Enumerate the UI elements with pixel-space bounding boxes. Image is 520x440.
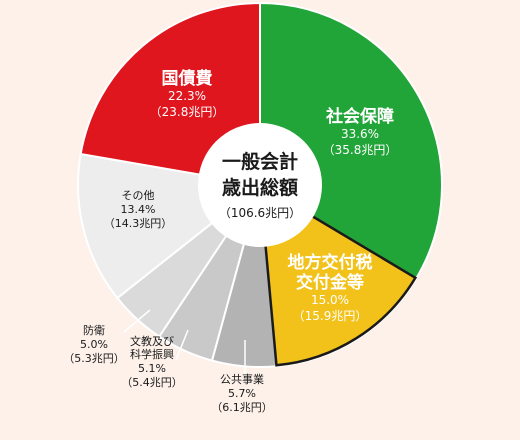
slice-label-social-security-name-0: 社会保障 [325,106,394,127]
slice-outline-local-allocation-tax [258,182,418,367]
slice-label-public-works-percent: 5.7% [228,387,256,400]
slice-label-public-works-name-0: 公共事業 [220,373,264,386]
slice-label-social-security-amount: （35.8兆円） [323,143,398,157]
center-label-line1: 一般会計 [222,150,298,173]
slice-label-other-percent: 13.4% [121,203,156,216]
slice-label-public-works-amount: （6.1兆円） [211,401,273,414]
slice-label-national-debt-percent: 22.3% [168,89,206,103]
slice-label-defense-name-0: 防衛 [83,323,105,337]
leader-line-defense [123,309,151,333]
slice-label-education-science-name-0: 文教及び [130,334,174,348]
leader-lines [123,309,246,378]
slice-label-local-allocation-tax-name-0: 地方交付税 [288,252,373,273]
slice-label-education-science-percent: 5.1% [138,362,166,375]
leader-line-education-science [175,329,189,361]
slice-label-other-name-0: その他 [122,189,155,202]
slice-label-local-allocation-tax-name-1: 交付金等 [296,272,364,293]
slice-label-other-amount: （14.3兆円） [104,217,173,230]
slice-label-defense-percent: 5.0% [80,338,108,351]
center-label-total: （106.6兆円） [219,206,301,220]
slice-label-local-allocation-tax-amount: （15.9兆円） [293,309,368,323]
slice-label-local-allocation-tax-percent: 15.0% [311,293,349,307]
center-label-line2: 歳出総額 [222,176,298,199]
slice-label-education-science-amount: （5.4兆円） [121,376,183,389]
slice-label-social-security-percent: 33.6% [341,127,379,141]
slice-label-national-debt-amount: （23.8兆円） [150,105,225,119]
slice-label-national-debt-name-0: 国債費 [162,68,213,89]
slice-label-defense-amount: （5.3兆円） [63,352,125,365]
slice-label-education-science-name-1: 科学振興 [130,347,174,361]
pie-slice-national-debt [79,1,261,187]
center-circle [198,123,322,247]
